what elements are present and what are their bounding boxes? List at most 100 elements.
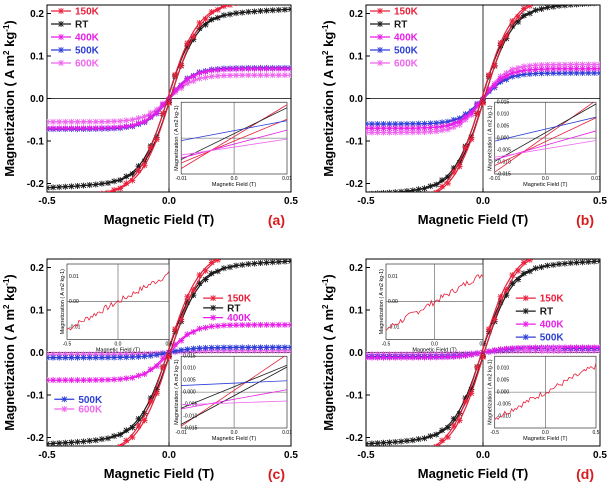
series-marker-RT — [597, 259, 600, 265]
series-marker-600K — [80, 118, 87, 125]
y-tick-label: 0.1 — [349, 306, 363, 317]
series-marker-400K — [544, 344, 551, 351]
series-marker-150K — [208, 259, 215, 266]
series-marker-150K — [288, 241, 294, 247]
series-marker-500K — [538, 70, 545, 77]
series-marker-RT — [366, 440, 369, 446]
series-marker-600K — [56, 351, 63, 358]
series-marker-400K — [444, 354, 451, 361]
legend-swatch-marker — [377, 34, 383, 40]
series-marker-RT — [456, 410, 463, 417]
series-marker-RT — [288, 6, 291, 13]
series-marker-600K — [275, 72, 282, 79]
series-marker-150K — [123, 180, 130, 187]
series-marker-600K — [444, 126, 451, 133]
series-marker-RT — [269, 259, 276, 266]
series-marker-400K — [111, 376, 118, 383]
legend-swatch-marker — [377, 47, 383, 53]
series-marker-400K — [515, 344, 522, 351]
series-marker-400K — [239, 322, 246, 329]
series-marker-600K — [111, 351, 118, 358]
inset-hysteresis-line — [494, 102, 595, 173]
series-marker-RT — [585, 259, 592, 265]
series-marker-400K — [190, 328, 197, 335]
legend-label: RT — [540, 307, 553, 318]
series-marker-RT — [123, 173, 130, 180]
series-marker-600K — [214, 73, 221, 80]
series-marker-400K — [281, 321, 288, 328]
series-marker-600K — [245, 72, 252, 79]
series-marker-RT — [380, 439, 387, 446]
legend-swatch-marker — [61, 396, 68, 403]
legend-label: 500K — [75, 46, 100, 57]
series-marker-400K — [532, 344, 539, 351]
inset-y-tick-label: 0.000 — [497, 390, 510, 396]
series-marker-RT — [450, 415, 457, 422]
series-marker-RT — [591, 5, 597, 7]
series-marker-400K — [141, 118, 148, 125]
y-axis-title: Magnetization ( A m2 kg-1) — [321, 20, 336, 177]
series-marker-RT — [220, 12, 227, 19]
series-marker-500K — [520, 71, 527, 78]
series-marker-600K — [526, 62, 533, 69]
y-tick-label: 0.2 — [30, 263, 44, 274]
series-marker-400K — [433, 354, 440, 361]
series-marker-RT — [275, 6, 282, 13]
series-marker-150K — [129, 177, 136, 184]
series-marker-150K — [468, 136, 475, 143]
series-marker-RT — [129, 170, 136, 177]
inset-y-axis-title: Magnetization ( A m2 kg-1) — [488, 105, 494, 171]
legend-label: RT — [227, 303, 240, 314]
series-marker-600K — [111, 118, 118, 125]
series-marker-150K — [550, 247, 556, 253]
series-marker-500K — [117, 354, 124, 361]
series-marker-600K — [47, 118, 50, 125]
series-marker-400K — [480, 349, 486, 356]
series-marker-RT — [409, 187, 416, 192]
series-marker-500K — [74, 354, 81, 361]
series-marker-RT — [80, 182, 87, 189]
series-marker-400K — [159, 101, 166, 108]
series-marker-500K — [178, 347, 185, 354]
series-marker-150K — [375, 457, 381, 463]
series-group — [47, 5, 291, 192]
series-marker-500K — [239, 344, 246, 351]
inset-x-tick-label: 0.0 — [115, 341, 122, 347]
series-marker-RT — [251, 260, 258, 267]
series-marker-150K — [533, 252, 539, 258]
series-marker-500K — [92, 354, 99, 361]
series-marker-600K — [409, 129, 416, 136]
series-marker-150K — [439, 437, 446, 444]
series-marker-500K — [105, 354, 111, 361]
series-marker-500K — [257, 344, 264, 351]
inset-y-tick-label: 0.000 — [183, 390, 196, 396]
series-marker-600K — [251, 347, 258, 354]
series-marker-150K — [515, 13, 522, 20]
series-marker-150K — [526, 5, 533, 9]
series-marker-400K — [263, 65, 270, 72]
series-marker-150K — [474, 110, 481, 117]
series-marker-RT — [374, 190, 381, 192]
series-marker-400K — [227, 322, 233, 329]
series-marker-RT — [123, 427, 130, 434]
series-marker-400K — [239, 65, 246, 72]
series-marker-150K — [68, 455, 74, 461]
series-marker-RT — [415, 436, 422, 443]
series-marker-150K — [539, 0, 545, 3]
series-marker-150K — [597, 241, 603, 247]
series-marker-400K — [573, 65, 580, 72]
series-marker-400K — [585, 344, 592, 351]
inset-x-tick-label: 0.01 — [282, 176, 292, 182]
series-marker-400K — [74, 125, 81, 132]
series-marker-600K — [503, 70, 510, 77]
series-marker-400K — [251, 65, 258, 72]
series-marker-150K — [410, 452, 416, 458]
series-marker-600K — [105, 118, 111, 125]
series-marker-500K — [573, 70, 580, 77]
series-marker-600K — [239, 347, 246, 354]
series-marker-150K — [456, 163, 463, 170]
series-marker-600K — [398, 129, 405, 136]
series-marker-RT — [415, 186, 422, 192]
series-marker-600K — [153, 106, 160, 113]
series-marker-RT — [56, 184, 63, 191]
